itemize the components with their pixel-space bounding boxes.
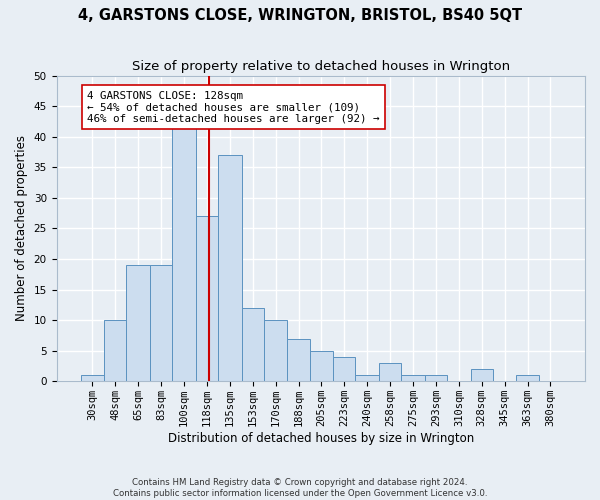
Bar xyxy=(355,375,379,382)
Text: Contains HM Land Registry data © Crown copyright and database right 2024.
Contai: Contains HM Land Registry data © Crown c… xyxy=(113,478,487,498)
Bar xyxy=(517,375,539,382)
Text: 4 GARSTONS CLOSE: 128sqm
← 54% of detached houses are smaller (109)
46% of semi-: 4 GARSTONS CLOSE: 128sqm ← 54% of detach… xyxy=(87,91,380,124)
Bar xyxy=(218,155,242,382)
Bar xyxy=(80,375,104,382)
Bar xyxy=(104,320,127,382)
Bar xyxy=(196,216,218,382)
Bar xyxy=(150,265,172,382)
Bar xyxy=(264,320,287,382)
Bar xyxy=(287,338,310,382)
Bar xyxy=(470,369,493,382)
Bar xyxy=(425,375,447,382)
X-axis label: Distribution of detached houses by size in Wrington: Distribution of detached houses by size … xyxy=(167,432,474,445)
Bar xyxy=(172,124,196,382)
Bar xyxy=(242,308,264,382)
Bar xyxy=(127,265,150,382)
Title: Size of property relative to detached houses in Wrington: Size of property relative to detached ho… xyxy=(132,60,510,73)
Bar xyxy=(333,357,355,382)
Bar xyxy=(379,363,401,382)
Y-axis label: Number of detached properties: Number of detached properties xyxy=(15,136,28,322)
Bar xyxy=(310,350,333,382)
Text: 4, GARSTONS CLOSE, WRINGTON, BRISTOL, BS40 5QT: 4, GARSTONS CLOSE, WRINGTON, BRISTOL, BS… xyxy=(78,8,522,22)
Bar xyxy=(401,375,425,382)
